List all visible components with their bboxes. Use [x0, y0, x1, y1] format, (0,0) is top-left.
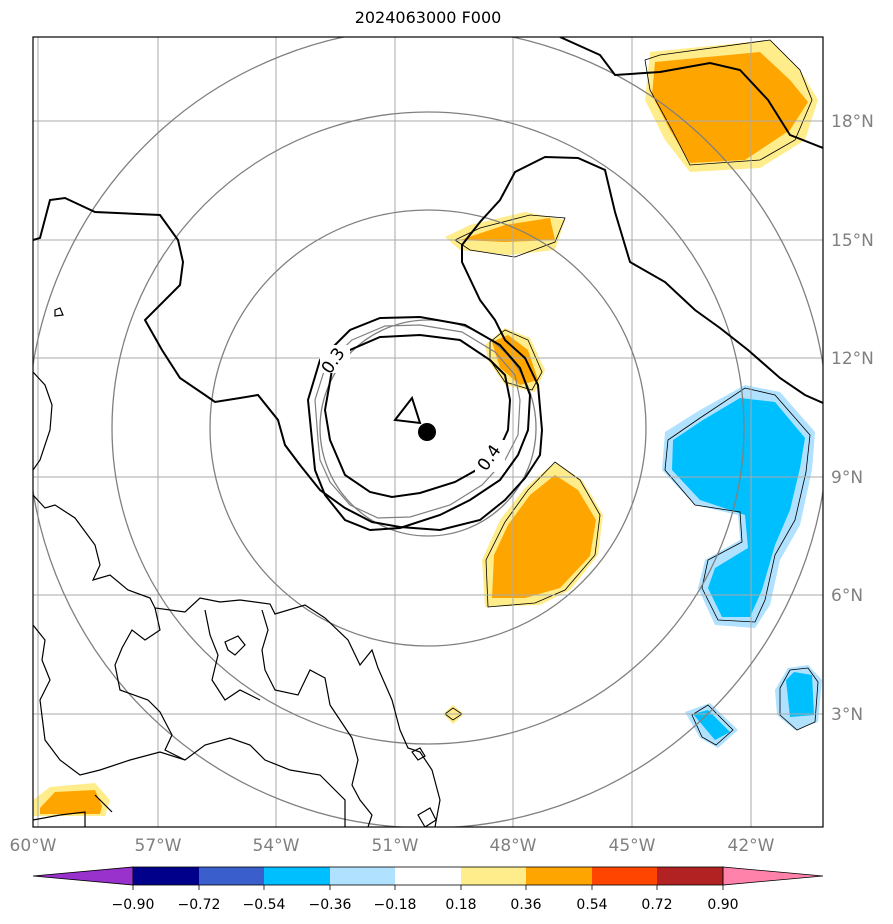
- lat-label: 12°N: [831, 349, 874, 369]
- lon-label: 42°W: [728, 836, 775, 856]
- triangle-marker-icon: [393, 395, 422, 425]
- guyana-border: [114, 607, 186, 761]
- lon-label: 60°W: [10, 836, 57, 856]
- shade-east-mid: [672, 398, 805, 617]
- contour-outer-west: [33, 155, 823, 532]
- brazil-inland: [99, 737, 346, 827]
- colorbar-label: 0.72: [641, 897, 672, 913]
- tiny-island: [54, 307, 64, 317]
- suriname-border: [204, 609, 261, 701]
- colorbar: [32, 866, 824, 886]
- label-bg-0.3: [320, 345, 350, 373]
- lat-label: 15°N: [831, 231, 874, 251]
- colorbar-segment: [199, 867, 264, 885]
- shade-12n-mid: [492, 335, 538, 385]
- french-guiana-border: [261, 609, 331, 706]
- shade-ne-mid: [652, 52, 808, 163]
- lat-label: 3°N: [831, 705, 863, 725]
- colorbar-segment: [330, 867, 395, 885]
- colorbar-arrow-right: [722, 866, 824, 886]
- grey-ring-contour: [314, 324, 521, 519]
- lon-label: 45°W: [609, 836, 656, 856]
- colorbar-label: 0.90: [707, 897, 738, 913]
- colorbar-segment: [461, 867, 526, 885]
- colorbar-label: 0.54: [576, 897, 607, 913]
- colorbar-segment: [264, 867, 330, 885]
- lat-label: 9°N: [831, 468, 863, 488]
- colorbar-label: 0.36: [510, 897, 541, 913]
- shade-8n-mid: [492, 475, 596, 598]
- shade-3n-mid: [786, 672, 814, 717]
- colorbar-label: −0.54: [243, 897, 286, 913]
- storm-center-dot-icon: [418, 423, 436, 441]
- colorbar-segment: [526, 867, 592, 885]
- label-bg-0.4: [475, 440, 505, 472]
- range-rings: [33, 37, 823, 827]
- lat-label: 6°N: [831, 586, 863, 606]
- lon-label: 54°W: [253, 836, 300, 856]
- lon-label: 48°W: [490, 836, 537, 856]
- colorbar-label: 0.18: [445, 897, 476, 913]
- colorbar-label: −0.36: [309, 897, 352, 913]
- contour-ne: [559, 37, 823, 149]
- latitude-labels: 3°N 6°N 9°N 12°N 15°N 18°N: [831, 112, 874, 725]
- colorbar-label: −0.72: [178, 897, 221, 913]
- sw-coast-2: [94, 794, 113, 813]
- south-america-coast: [33, 494, 441, 827]
- lon-label: 51°W: [372, 836, 419, 856]
- shade-2n-mid-blue: [693, 710, 730, 740]
- marajo-island: [411, 747, 426, 761]
- colorbar-arrow-left: [32, 866, 134, 886]
- colorbar-frame: [132, 866, 724, 886]
- colorbar-ticks: [132, 885, 724, 890]
- colorbar-segment: [657, 867, 723, 885]
- colorbar-segment: [592, 867, 657, 885]
- coastlines: [33, 307, 441, 827]
- colorbar-label: −0.18: [374, 897, 417, 913]
- positive-anomaly-shading: [33, 40, 818, 816]
- colorbar-label: −0.90: [112, 897, 155, 913]
- map-title: 2024063000 F000: [354, 8, 502, 27]
- island-small-1: [417, 807, 437, 827]
- west-coast-bulge: [33, 371, 53, 471]
- colorbar-segment: [395, 867, 461, 885]
- colorbar-segment: [133, 867, 199, 885]
- amapa-coast: [329, 704, 373, 827]
- island-small-2: [224, 635, 246, 656]
- plot-frame: [32, 36, 824, 828]
- venezuela-border: [33, 624, 101, 776]
- contour-0.3: [306, 315, 532, 532]
- graticule: [33, 37, 823, 827]
- lat-label: 18°N: [831, 112, 874, 132]
- colorbar-labels: −0.90 −0.72 −0.54 −0.36 −0.18 0.18 0.36 …: [112, 897, 739, 913]
- shade-sw-mid: [40, 790, 102, 814]
- longitude-labels: 60°W 57°W 54°W 51°W 48°W 45°W 42°W: [10, 836, 775, 856]
- sw-corner-coast: [33, 811, 86, 827]
- lon-label: 57°W: [135, 836, 182, 856]
- negative-anomaly-shading: [662, 385, 822, 748]
